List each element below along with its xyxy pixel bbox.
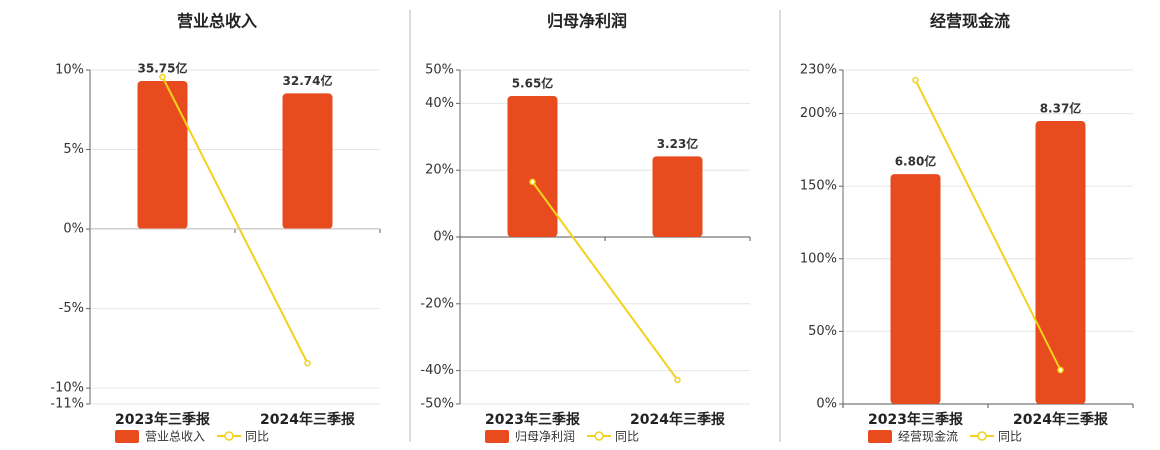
legend-label: 经营现金流 — [898, 429, 958, 444]
x-tick-label: 2024年三季报 — [630, 411, 725, 428]
bar — [1035, 121, 1086, 404]
line — [531, 181, 679, 381]
line-point — [1057, 366, 1064, 374]
y-tick-label: -5% — [59, 301, 84, 316]
legend-swatch — [115, 430, 139, 443]
legend-swatch — [868, 430, 892, 443]
value-label: 32.74亿 — [283, 73, 333, 88]
legend-marker — [594, 431, 604, 441]
bar — [137, 80, 188, 229]
line — [161, 76, 309, 364]
y-tick-label: 0% — [816, 397, 837, 412]
line-point — [912, 76, 919, 84]
chart-title: 营业总收入 — [177, 12, 257, 31]
line-point — [674, 376, 681, 384]
bar — [507, 95, 558, 237]
bar — [282, 93, 333, 229]
y-tick-label: 50% — [808, 324, 837, 339]
x-tick-label: 2023年三季报 — [868, 411, 963, 428]
value-label: 6.80亿 — [895, 154, 937, 169]
legend-marker — [977, 431, 987, 441]
legend-label: 同比 — [245, 430, 269, 444]
y-tick-label: 100% — [800, 251, 837, 266]
y-tick-label: 150% — [800, 179, 837, 194]
line-point — [159, 73, 166, 81]
x-tick-label: 2024年三季报 — [260, 411, 355, 428]
y-tick-label: 40% — [425, 96, 454, 111]
bar — [890, 174, 941, 404]
y-tick-label: -20% — [420, 296, 454, 311]
y-tick-label: -50% — [420, 397, 454, 412]
legend-label: 营业总收入 — [145, 430, 205, 444]
y-tick-label: 20% — [425, 163, 454, 178]
x-tick-label: 2024年三季报 — [1013, 411, 1108, 428]
value-label: 8.37亿 — [1040, 101, 1082, 116]
y-tick-label: 5% — [63, 142, 84, 157]
legend-label: 归母净利润 — [515, 430, 575, 444]
y-tick-label: -40% — [420, 363, 454, 378]
value-label: 3.23亿 — [657, 136, 699, 151]
y-tick-label: 0% — [433, 230, 454, 245]
legend-swatch — [485, 430, 509, 443]
y-tick-label: -10% — [50, 381, 84, 396]
value-label: 5.65亿 — [512, 75, 554, 90]
y-tick-label: 10% — [55, 63, 84, 78]
line-point — [529, 178, 536, 186]
bar — [652, 156, 703, 237]
x-tick-label: 2023年三季报 — [115, 411, 210, 428]
y-tick-label: 200% — [800, 106, 837, 121]
legend-label: 同比 — [615, 430, 639, 444]
line — [914, 79, 1062, 371]
legend-marker — [224, 431, 234, 441]
y-tick-label: 230% — [800, 63, 837, 78]
y-tick-label: 0% — [63, 222, 84, 237]
chart-title: 经营现金流 — [930, 12, 1010, 31]
y-tick-label: 50% — [425, 63, 454, 78]
y-tick-label: -11% — [50, 397, 84, 412]
chart-title: 归母净利润 — [547, 12, 627, 31]
x-tick-label: 2023年三季报 — [485, 411, 580, 428]
value-label: 35.75亿 — [138, 60, 188, 75]
legend-label: 同比 — [998, 430, 1022, 444]
line-point — [304, 359, 311, 367]
